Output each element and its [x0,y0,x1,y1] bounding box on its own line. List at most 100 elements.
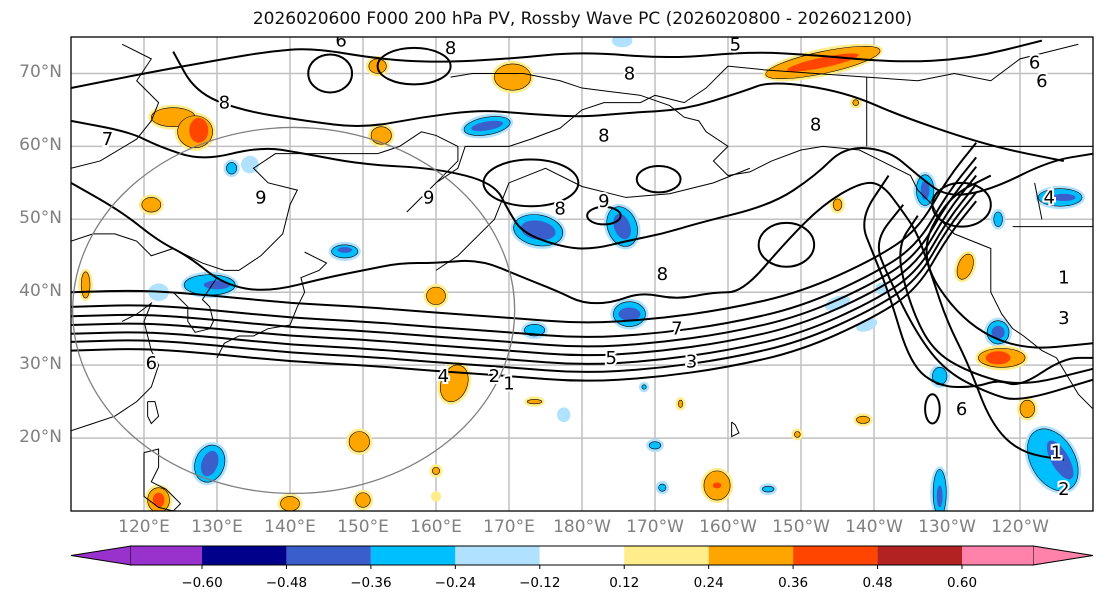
pc-anomaly [1052,193,1076,202]
colorbar-extend-min [70,545,132,566]
pc-anomaly [355,492,371,508]
colorbar-tick-label: −0.12 [519,575,561,591]
pv-contours [71,39,1093,461]
coastline [147,401,160,425]
longitude-label: 160°W [699,517,757,537]
pc-anomaly [859,321,875,329]
pc-anomaly [794,431,801,438]
contour-label: 3 [1058,308,1069,329]
colorbar-tick-label: 0.48 [862,575,893,591]
coastline [143,448,182,511]
contour-label: 7 [671,319,682,340]
pc-anomaly [560,410,568,420]
pc-anomaly [936,485,943,508]
longitude-label: 170°E [483,517,535,537]
coastline [71,43,160,169]
longitude-label: 130°W [918,517,976,537]
region-circle-ring [71,126,516,495]
coastline [216,251,328,359]
coastline [435,167,751,271]
contour-label: 6 [1036,71,1047,92]
pv-contour [71,191,977,373]
colorbar [70,545,1094,569]
pv-contour [71,39,1043,90]
latitude-label: 60°N [19,135,62,156]
contour-label: 2 [489,366,500,387]
contour-label: 8 [554,198,565,219]
colorbar-segment [370,546,456,565]
contour-label: 1 [503,373,514,394]
longitude-label: 170°W [626,517,684,537]
contour-label: 7 [102,129,113,150]
colorbar-segment [708,546,794,565]
pc-anomaly [1019,399,1035,418]
colorbar-tick-label: 0.60 [946,575,978,591]
pv-contour-loop [586,205,622,226]
colorbar-segment [539,546,625,565]
pc-anomaly [471,120,503,132]
contour-label: 8 [598,125,609,146]
pc-anomaly [641,384,647,390]
pc-anomaly [432,466,440,475]
pc-anomaly [648,441,662,450]
colorbar-tick-label: −0.24 [434,575,477,591]
pc-anomaly [832,198,843,211]
pc-anomaly [526,399,543,405]
contour-label: 6 [956,399,967,420]
longitude-label: 150°E [337,517,389,537]
pc-anomaly [226,162,238,175]
pc-anomaly [712,482,722,489]
colorbar-tick-label: −0.48 [265,575,308,591]
contour-label: 8 [624,63,635,84]
pc-anomaly [827,298,848,309]
pc-anomaly [370,126,392,145]
pv-contour-loop [376,46,452,86]
pc-anomaly [141,197,162,213]
contour-label: 6 [146,353,157,374]
pv-contour-loop [307,53,354,94]
contour-label: 8 [219,93,230,114]
longitude-label: 140°E [264,517,316,537]
longitude-label: 130°E [191,517,243,537]
longitude-label: 160°E [410,517,462,537]
colorbar-segment [455,546,540,565]
pc-anomaly [658,483,667,492]
pv-contour [71,166,977,348]
pc-anomaly [426,286,446,305]
colorbar-segment [962,546,1033,565]
longitude-label: 150°W [772,517,830,537]
contour-label: 4 [1043,187,1054,208]
pv-contour [71,183,977,365]
colorbar-extend-max [1032,545,1094,566]
pv-contour [877,204,1093,400]
coastline [1034,182,1043,220]
colorbar-segment [286,546,371,565]
pv-contour [71,142,977,324]
pv-contour [172,51,1064,162]
contour-label: 9 [598,191,609,212]
latitude-label: 30°N [19,354,62,375]
longitude-label: 140°W [845,517,903,537]
contour-label: 6 [1029,53,1040,74]
pv-contour [71,119,1093,250]
coastline [71,43,1079,271]
pv-contour [71,200,977,382]
pv-contour [899,215,1093,384]
contour-label: 1 [1051,443,1062,464]
contour-label: 2 [1058,479,1069,500]
contour-label: 8 [657,264,668,285]
colorbar-tick-label: 0.12 [609,575,640,591]
colorbar-segment [793,546,878,565]
colorbar-tick-label: −0.60 [181,575,223,591]
colorbar-segment [202,546,287,565]
latitude-label: 40°N [19,281,62,302]
longitude-label: 180°W [553,517,611,537]
pc-anomaly [618,307,641,321]
pc-anomaly [244,158,256,171]
contour-label: 9 [255,187,266,208]
colorbar-segment [877,546,962,565]
colorbar-segment [131,546,202,565]
contour-label: 5 [605,348,616,369]
